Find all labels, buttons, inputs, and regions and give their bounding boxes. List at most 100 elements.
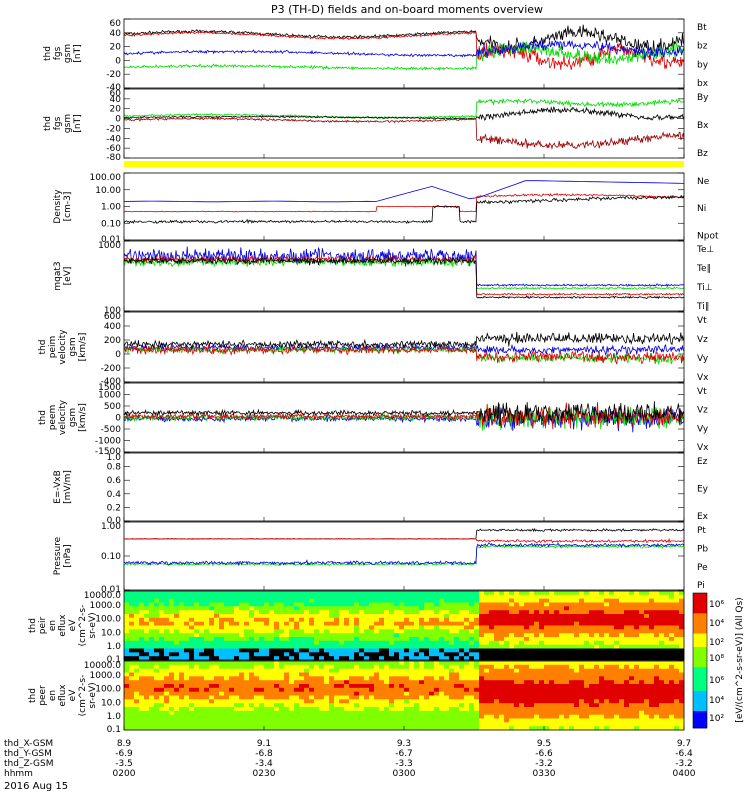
spectrogram-cell bbox=[189, 703, 195, 708]
spectrogram-cell bbox=[654, 606, 660, 611]
spectrogram-cell bbox=[674, 664, 680, 669]
spectrogram-cell bbox=[624, 676, 630, 681]
spectrogram-cell bbox=[124, 602, 130, 607]
colorbar-frame bbox=[692, 592, 708, 729]
spectrogram-cell bbox=[169, 695, 175, 700]
spectrogram-cell bbox=[334, 598, 340, 603]
spectrogram-cell bbox=[464, 703, 470, 708]
spectrogram-cell bbox=[124, 726, 130, 731]
panel-frame bbox=[123, 88, 685, 159]
spectrogram-cell bbox=[434, 644, 440, 649]
spectrogram-cell bbox=[659, 680, 665, 685]
spectrogram-cell bbox=[189, 602, 195, 607]
spectrogram-cell bbox=[584, 625, 590, 630]
spectrogram-cell bbox=[679, 633, 685, 638]
spectrogram-cell bbox=[634, 606, 640, 611]
status-bar bbox=[124, 161, 684, 167]
spectrogram-cell bbox=[404, 722, 410, 727]
spectrogram-cell bbox=[619, 614, 625, 619]
spectrogram-cell bbox=[349, 703, 355, 708]
spectrogram-cell bbox=[569, 617, 575, 622]
spectrogram-cell bbox=[509, 684, 515, 689]
spectrogram-cell bbox=[314, 633, 320, 638]
spectrogram-cell bbox=[174, 633, 180, 638]
spectrogram-cell bbox=[534, 610, 540, 615]
spectrogram-cell bbox=[124, 710, 130, 715]
spectrogram-cell bbox=[504, 637, 510, 642]
spectrogram-cell bbox=[164, 684, 170, 689]
spectrogram-cell bbox=[439, 625, 445, 630]
spectrogram-cell bbox=[579, 633, 585, 638]
spectrogram-cell bbox=[224, 668, 230, 673]
spectrogram-cell bbox=[439, 710, 445, 715]
spectrogram-cell bbox=[234, 617, 240, 622]
spectrogram-cell bbox=[154, 676, 160, 681]
spectrogram-cell bbox=[444, 680, 450, 685]
spectrogram-cell bbox=[179, 610, 185, 615]
spectrogram-cell bbox=[659, 668, 665, 673]
spectrogram-cell bbox=[594, 695, 600, 700]
spectrogram-cell bbox=[599, 722, 605, 727]
spectrogram-cell bbox=[369, 652, 375, 657]
spectrogram-cell bbox=[379, 640, 385, 645]
spectrogram-cell bbox=[344, 668, 350, 673]
spectrogram-cell bbox=[474, 680, 480, 685]
spectrogram-cell bbox=[554, 718, 560, 723]
spectrogram-cell bbox=[649, 602, 655, 607]
spectrogram-cell bbox=[409, 668, 415, 673]
spectrogram-cell bbox=[619, 602, 625, 607]
spectrogram-cell bbox=[634, 617, 640, 622]
spectrogram-cell bbox=[164, 714, 170, 719]
spectrogram-cell bbox=[204, 652, 210, 657]
legend-entry: Ti⊥ bbox=[696, 283, 713, 293]
spectrogram-cell bbox=[124, 614, 130, 619]
spectrogram-cell bbox=[574, 617, 580, 622]
spectrogram-cell bbox=[189, 722, 195, 727]
spectrogram-cell bbox=[394, 598, 400, 603]
spectrogram-cell bbox=[679, 598, 685, 603]
spectrogram-cell bbox=[224, 656, 230, 661]
spectrogram-cell bbox=[329, 629, 335, 634]
spectrogram-cell bbox=[499, 726, 505, 731]
spectrogram-cell bbox=[214, 664, 220, 669]
spectrogram-cell bbox=[354, 621, 360, 626]
spectrogram-cell bbox=[494, 629, 500, 634]
spectrogram-cell bbox=[604, 710, 610, 715]
spectrogram-cell bbox=[569, 676, 575, 681]
spectrogram-cell bbox=[374, 594, 380, 599]
spectrogram-cell bbox=[594, 606, 600, 611]
spectrogram-cell bbox=[319, 703, 325, 708]
spectrogram-cell bbox=[164, 661, 170, 666]
spectrogram-cell bbox=[279, 629, 285, 634]
spectrogram-cell bbox=[354, 703, 360, 708]
spectrogram-cell bbox=[364, 680, 370, 685]
spectrogram-cell bbox=[244, 629, 250, 634]
spectrogram-cell bbox=[414, 602, 420, 607]
spectrogram-cell bbox=[299, 699, 305, 704]
spectrogram-cell bbox=[614, 633, 620, 638]
spectrogram-cell bbox=[339, 672, 345, 677]
spectrogram-cell bbox=[329, 718, 335, 723]
spectrogram-cell bbox=[234, 637, 240, 642]
spectrogram-cell bbox=[459, 652, 465, 657]
spectrogram-cell bbox=[134, 637, 140, 642]
spectrogram-cell bbox=[194, 633, 200, 638]
spectrogram-cell bbox=[164, 680, 170, 685]
spectrogram-cell bbox=[664, 606, 670, 611]
spectrogram-cell bbox=[444, 594, 450, 599]
spectrogram-cell bbox=[459, 633, 465, 638]
spectrogram-cell bbox=[149, 591, 155, 596]
spectrogram-cell bbox=[269, 718, 275, 723]
spectrogram-cell bbox=[574, 718, 580, 723]
spectrogram-cell bbox=[499, 672, 505, 677]
spectrogram-cell bbox=[574, 591, 580, 596]
spectrogram-cell bbox=[679, 661, 685, 666]
spectrogram-cell bbox=[284, 668, 290, 673]
spectrogram-cell bbox=[584, 648, 590, 653]
spectrogram-cell bbox=[229, 726, 235, 731]
spectrogram-cell bbox=[279, 606, 285, 611]
spectrogram-cell bbox=[389, 625, 395, 630]
spectrogram-cell bbox=[469, 691, 475, 696]
spectrogram-cell bbox=[544, 691, 550, 696]
spectrogram-cell bbox=[364, 598, 370, 603]
